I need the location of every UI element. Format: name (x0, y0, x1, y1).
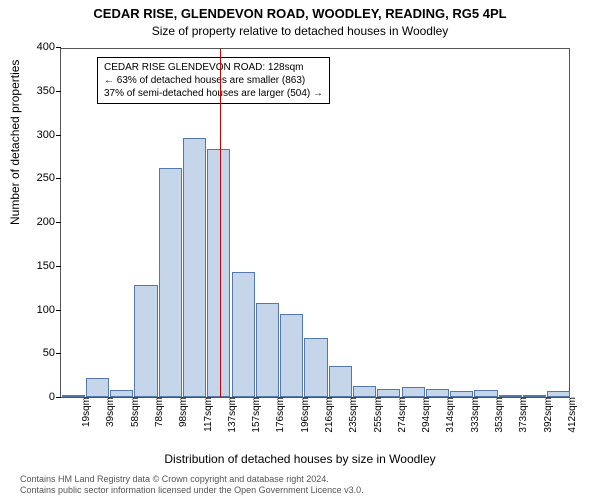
x-tick: 58sqm (126, 397, 141, 427)
y-tick: 350 (37, 85, 61, 97)
histogram-bar (159, 168, 182, 397)
x-tick: 176sqm (271, 397, 286, 433)
x-tick: 78sqm (150, 397, 165, 427)
histogram-bar (353, 386, 376, 397)
histogram-bar (86, 378, 109, 397)
histogram-bar (426, 389, 449, 397)
x-tick: 19sqm (77, 397, 92, 427)
x-tick: 392sqm (539, 397, 554, 433)
x-axis-label: Distribution of detached houses by size … (0, 452, 600, 466)
x-tick: 137sqm (223, 397, 238, 433)
histogram-bar (183, 138, 206, 397)
y-tick: 400 (37, 41, 61, 53)
x-tick: 235sqm (344, 397, 359, 433)
marker-line (220, 49, 221, 397)
x-tick: 117sqm (199, 397, 214, 432)
histogram-bar (207, 149, 230, 397)
histogram-bar (256, 303, 279, 398)
x-tick: 196sqm (296, 397, 311, 433)
x-tick: 157sqm (247, 397, 262, 433)
histogram-bar (110, 390, 133, 397)
histogram-bar (304, 338, 327, 397)
x-tick: 373sqm (514, 397, 529, 433)
x-tick: 294sqm (417, 397, 432, 433)
plot-area: CEDAR RISE GLENDEVON ROAD: 128sqm ← 63% … (60, 48, 570, 398)
histogram-bar (232, 272, 255, 397)
histogram-bar (377, 389, 400, 397)
histogram-bar (474, 390, 497, 397)
chart-title-main: CEDAR RISE, GLENDEVON ROAD, WOODLEY, REA… (0, 6, 600, 21)
annotation-line1: CEDAR RISE GLENDEVON ROAD: 128sqm (104, 61, 323, 74)
y-tick: 300 (37, 129, 61, 141)
x-tick: 353sqm (490, 397, 505, 433)
histogram-bar (402, 387, 425, 398)
y-tick: 200 (37, 216, 61, 228)
y-tick: 150 (37, 260, 61, 272)
x-tick: 255sqm (369, 397, 384, 433)
x-tick: 314sqm (441, 397, 456, 433)
histogram-bar (134, 285, 157, 397)
histogram-bar (280, 314, 303, 397)
y-tick: 50 (43, 347, 61, 359)
y-tick: 0 (49, 391, 61, 403)
y-tick: 250 (37, 172, 61, 184)
x-tick: 98sqm (174, 397, 189, 427)
x-tick: 274sqm (393, 397, 408, 433)
x-tick: 39sqm (101, 397, 116, 427)
annotation-line3: 37% of semi-detached houses are larger (… (104, 87, 323, 100)
x-tick: 216sqm (320, 397, 335, 433)
x-tick: 412sqm (563, 397, 578, 433)
footer-line1: Contains HM Land Registry data © Crown c… (20, 474, 329, 484)
y-tick: 100 (37, 304, 61, 316)
annotation-line2: ← 63% of detached houses are smaller (86… (104, 74, 323, 87)
footer-line2: Contains public sector information licen… (20, 485, 364, 495)
x-tick: 333sqm (466, 397, 481, 433)
chart-title-sub: Size of property relative to detached ho… (0, 24, 600, 38)
histogram-bar (329, 366, 352, 398)
y-axis-label: Number of detached properties (8, 60, 22, 225)
annotation-box: CEDAR RISE GLENDEVON ROAD: 128sqm ← 63% … (97, 57, 330, 104)
